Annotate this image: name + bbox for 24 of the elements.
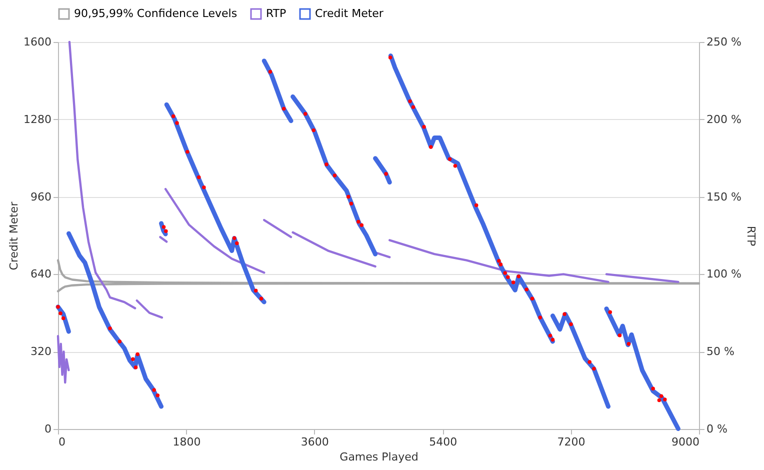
x-tick-label: 3600 xyxy=(300,436,329,448)
legend-label: RTP xyxy=(266,7,287,20)
y-tick-label: 960 xyxy=(30,190,52,204)
y-tick-label: 640 xyxy=(30,268,52,281)
legend-label: Credit Meter xyxy=(315,7,384,20)
x-tick-label: 1800 xyxy=(172,436,201,448)
y-tick-label: 0 xyxy=(44,422,52,436)
y2-tick-label: 150 % xyxy=(706,190,742,204)
x-tick-label: 7200 xyxy=(557,436,586,448)
x-tick-label: 0 xyxy=(58,436,66,448)
y2-tick-label: 50 % xyxy=(706,345,734,358)
y-tick-label: 1280 xyxy=(24,112,52,126)
y-axis-title: Credit Meter xyxy=(8,201,21,270)
x-axis-title: Games Played xyxy=(340,450,418,464)
y-tick-label: 320 xyxy=(30,345,52,358)
x-tick-label: 9000 xyxy=(672,436,700,448)
y2-tick-label: 0 % xyxy=(706,422,728,436)
y2-tick-label: 200 % xyxy=(706,112,742,126)
y2-axis-title: RTP xyxy=(744,226,758,246)
y2-tick-label: 250 % xyxy=(706,36,742,48)
legend-label: 90,95,99% Confidence Levels xyxy=(74,7,238,20)
x-tick-label: 5400 xyxy=(429,436,458,448)
y-tick-label: 1600 xyxy=(24,36,52,48)
y2-tick-label: 100 % xyxy=(706,268,742,281)
